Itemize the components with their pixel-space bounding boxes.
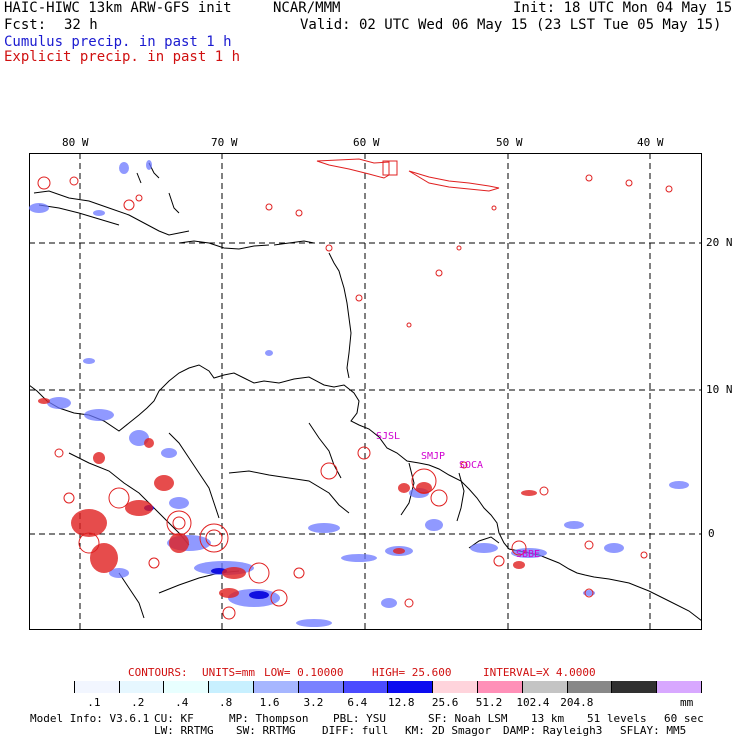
station-smjp: SMJP <box>421 451 445 462</box>
colorbar-cell <box>209 681 254 693</box>
coastlines <box>29 162 702 622</box>
colorbar-label: 3.2 <box>303 696 324 709</box>
lon-label-70w: 70 W <box>211 136 238 149</box>
fcst-label: Fcst: <box>4 17 47 33</box>
station-sbbe: SBBE <box>516 549 540 560</box>
footer-sw: SW: RRTMG <box>236 724 296 737</box>
lon-label-50w: 50 W <box>496 136 523 149</box>
lat-label-0: 0 <box>708 527 715 540</box>
lon-label-80w: 80 W <box>62 136 89 149</box>
cumulus-legend: Cumulus precip. in past 1 h <box>4 34 232 50</box>
footer-km: KM: 2D Smagor <box>405 724 492 737</box>
footer-sf: SF: Noah LSM <box>428 712 508 725</box>
colorbar-cell <box>433 681 478 693</box>
colorbar-cell <box>164 681 210 693</box>
colorbar-label: 12.8 <box>387 696 415 709</box>
colorbar-cell <box>343 681 389 693</box>
colorbar-label: 6.4 <box>347 696 368 709</box>
colorbar-label: 204.8 <box>560 696 594 709</box>
valid-time: Valid: 02 UTC Wed 06 May 15 (23 LST Tue … <box>300 17 722 33</box>
colorbar-label: .1 <box>87 696 101 709</box>
colorbar-cell <box>388 681 434 693</box>
colorbar-cell <box>567 681 613 693</box>
model-title: HAIC-HIWC 13km ARW-GFS init <box>4 0 232 16</box>
contour-high: HIGH= 25.600 <box>372 666 452 679</box>
contour-units: UNITS=mm <box>202 666 255 679</box>
colorbar-unit: mm <box>680 696 694 709</box>
footer-pbl: PBL: YSU <box>333 712 386 725</box>
colorbar-cell <box>119 681 165 693</box>
map-frame <box>29 153 702 630</box>
station-soca: SOCA <box>459 460 483 471</box>
init-time: Init: 18 UTC Mon 04 May 15 <box>513 0 733 16</box>
colorbar-label: 102.4 <box>516 696 550 709</box>
colorbar-label: .8 <box>218 696 233 709</box>
cumulus-precip-areas <box>29 160 689 627</box>
colorbar-cell <box>254 681 299 693</box>
station-sjsl: SJSL <box>376 431 400 442</box>
colorbar-label: 51.2 <box>475 696 503 709</box>
contour-interval: INTERVAL=X 4.0000 <box>483 666 596 679</box>
graticule <box>29 153 702 630</box>
colorbar-cell <box>74 681 120 693</box>
lon-label-60w: 60 W <box>353 136 380 149</box>
footer-sflay: SFLAY: MM5 <box>620 724 687 737</box>
lat-label-10n: 10 N <box>706 383 733 396</box>
precip-map: SJSL SMJP SOCA SBBE <box>29 153 702 630</box>
colorbar-cell <box>478 681 523 693</box>
footer-resolution: 13 km <box>531 712 565 725</box>
footer-timestep: 60 sec <box>664 712 704 725</box>
footer-levels: 51 levels <box>587 712 647 725</box>
org-label: NCAR/MMM <box>273 0 341 16</box>
footer-mp: MP: Thompson <box>229 712 309 725</box>
explicit-precip-areas <box>38 398 537 598</box>
colorbar-cell <box>30 681 75 693</box>
footer-diff: DIFF: full <box>322 724 389 737</box>
footer-cu: CU: KF <box>154 712 194 725</box>
lon-label-40w: 40 W <box>637 136 664 149</box>
colorbar-cell <box>522 681 568 693</box>
colorbar-label: 25.6 <box>431 696 459 709</box>
lat-label-20n: 20 N <box>706 236 733 249</box>
colorbar-label: .2 <box>131 696 145 709</box>
footer-damp: DAMP: Rayleigh3 <box>503 724 603 737</box>
colorbar-cell <box>298 681 344 693</box>
footer-lw: LW: RRTMG <box>154 724 214 737</box>
contour-title: CONTOURS: <box>128 666 188 679</box>
colorbar-label: .4 <box>175 696 189 709</box>
fcst-value: 32 h <box>64 17 98 33</box>
explicit-legend: Explicit precip. in past 1 h <box>4 49 241 65</box>
colorbar-cell <box>612 681 658 693</box>
contour-low: LOW= 0.10000 <box>264 666 344 679</box>
colorbar-label: 1.6 <box>259 696 280 709</box>
explicit-precip-contours <box>37 158 673 620</box>
colorbar-cell <box>657 681 702 693</box>
footer-model-info: Model Info: V3.6.1 <box>30 712 150 725</box>
